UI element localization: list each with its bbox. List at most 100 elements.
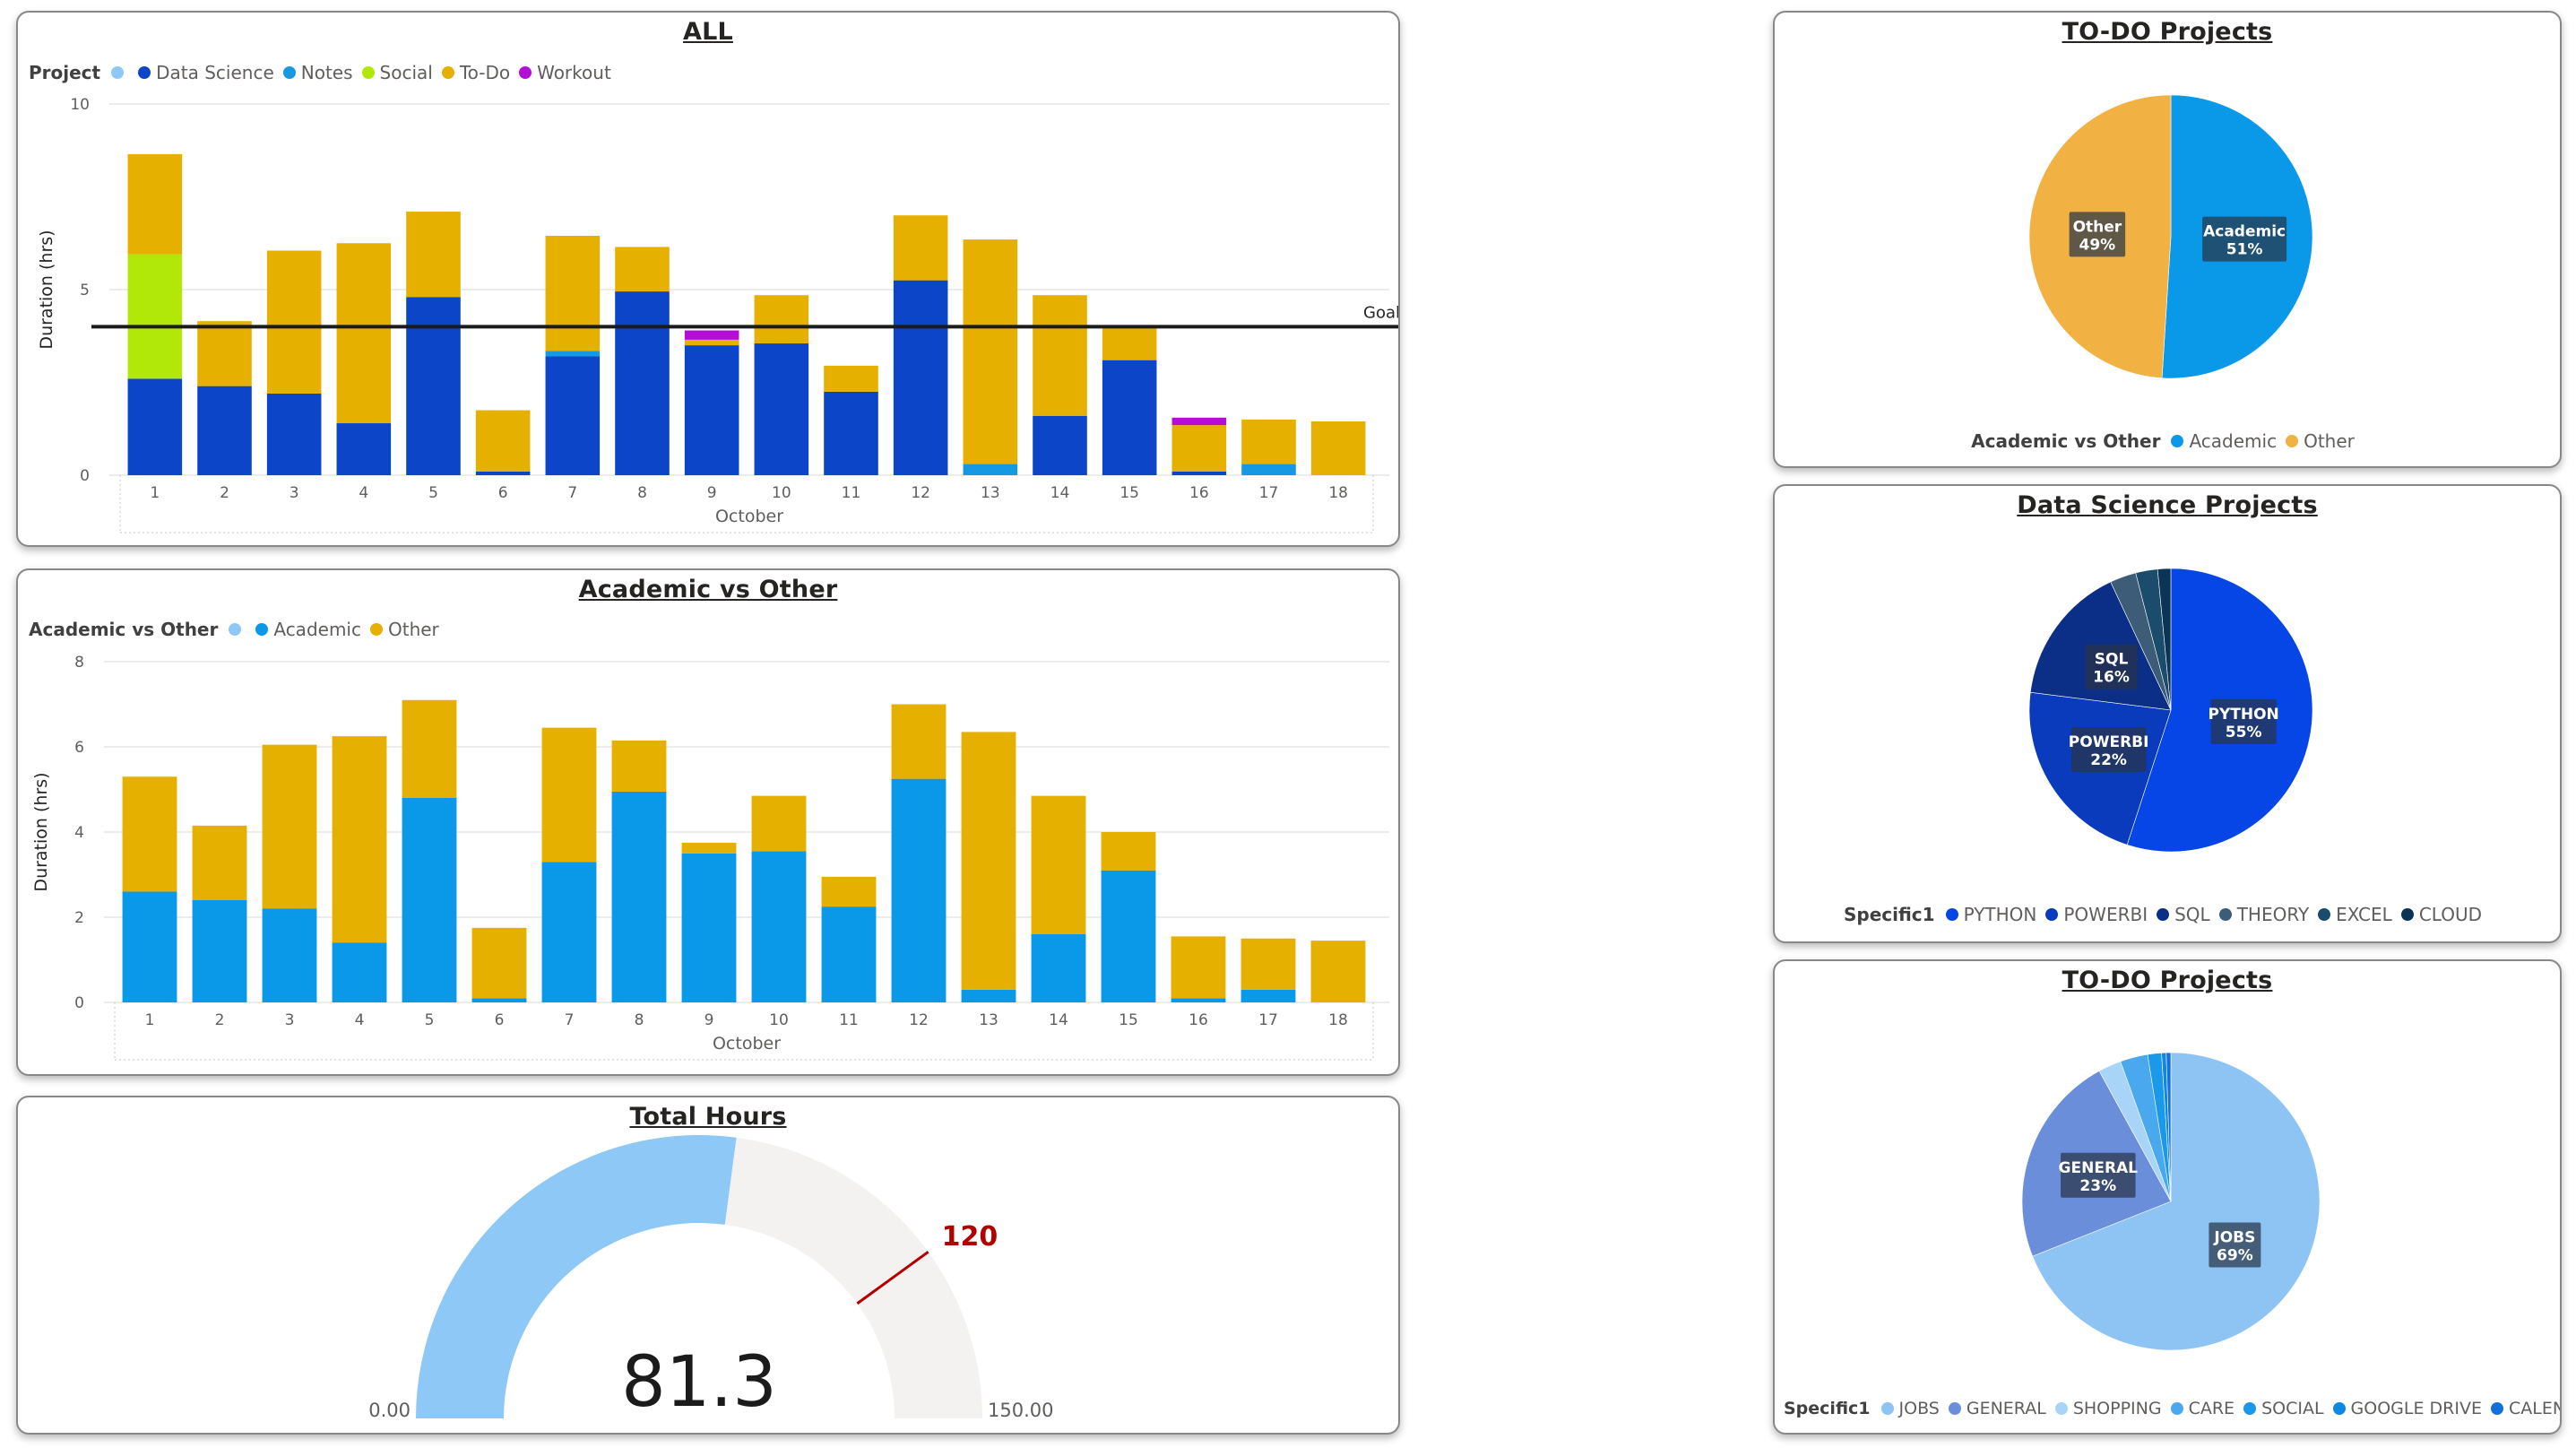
legend-item-social[interactable]: SOCIAL [2243,1399,2324,1418]
data-label-name: GENERAL [2059,1159,2139,1177]
pie-slice [2165,1052,2172,1202]
legend-item-cloud[interactable]: CLOUD [2400,904,2482,925]
bar-segment [1241,419,1296,464]
bar-segment [961,732,1016,990]
y-tick-label: 2 [74,909,84,927]
x-tick-label: 11 [839,1011,859,1029]
bar-segment [824,365,878,392]
legend-item-academic[interactable]: Academic [255,619,361,640]
legend-item-blank[interactable] [111,66,129,79]
all-chart-panel: ALL Project Data Science Notes Social To… [16,11,1400,547]
x-tick-label: 5 [425,1011,435,1029]
legend-item-powerbi[interactable]: POWERBI [2045,904,2148,925]
x-tick-label: 14 [1050,484,1070,502]
legend-item-todo[interactable]: To-Do [441,62,510,83]
bar-segment [1031,934,1086,1002]
legend-item-workout[interactable]: Workout [519,62,611,83]
legend-item-other[interactable]: Other [369,619,439,640]
legend-label: GENERAL [1966,1399,2046,1418]
bar-segment [262,908,317,1002]
bar-segment [541,727,597,863]
bar-segment [406,297,461,475]
data-label-percent: 22% [2090,751,2127,769]
legend-marker [255,623,269,636]
x-tick-label: 4 [355,1011,365,1029]
legend-item-academic[interactable]: Academic [2171,430,2277,452]
legend-item-sql[interactable]: SQL [2157,904,2210,925]
legend-item-care[interactable]: CARE [2170,1399,2235,1418]
bar-segment [127,254,183,379]
y-axis-title: Duration (hrs) [37,230,56,349]
legend-item-theory[interactable]: THEORY [2218,904,2309,925]
bar-segment [1171,936,1226,999]
legend-title: Academic vs Other [29,619,219,640]
legend-label: POWERBI [2063,904,2148,925]
legend-title: Project [29,62,101,83]
data-label-name: Academic [2203,223,2286,241]
data-label-name: POWERBI [2069,733,2149,751]
bar-segment [122,776,177,892]
legend-marker [1948,1402,1961,1415]
x-tick-label: 17 [1258,1011,1278,1029]
y-tick-label: 10 [70,96,90,114]
y-tick-label: 5 [80,282,90,299]
legend-marker [2400,908,2414,921]
legend-label: SOCIAL [2261,1399,2324,1418]
data-label-box [2085,644,2138,689]
chart-title: ALL [683,18,733,46]
total-hours-gauge: 120 81.3 0.00 150.00 [368,1135,1053,1423]
bar-segment [1310,941,1366,1002]
x-tick-label: 9 [707,484,717,502]
legend-item-notes[interactable]: Notes [282,62,353,83]
legend-marker [2243,1402,2257,1415]
legend-marker [1945,908,1958,921]
x-tick-label: 8 [635,1011,644,1029]
legend-item-other[interactable]: Other [2286,430,2355,452]
legend-marker [2286,435,2299,447]
x-tick-label: 15 [1119,1011,1138,1029]
bar-segment [471,927,527,999]
bar-segment [1240,938,1296,990]
legend-item-blank[interactable] [229,623,246,636]
bar-segment [893,215,948,281]
legend-item-python[interactable]: PYTHON [1945,904,2037,925]
legend-item-excel[interactable]: EXCEL [2318,904,2392,925]
legend-item-general[interactable]: GENERAL [1948,1399,2046,1418]
x-tick-label: 4 [359,484,368,502]
chart-title: Total Hours [629,1103,787,1131]
x-tick-label: 5 [428,484,438,502]
legend-item-google-drive[interactable]: GOOGLE DRIVE [2332,1399,2482,1418]
legend-item-social[interactable]: Social [361,62,433,83]
data-label-name: Other [2073,218,2122,236]
legend-item-shopping[interactable]: SHOPPING [2054,1399,2162,1418]
y-tick-label: 4 [74,824,84,842]
legend-label: Notes [300,62,353,83]
bar-segment [1102,326,1157,360]
bar-segment [1240,989,1296,1002]
bar-segment [402,699,457,798]
legend-marker [229,623,242,636]
bar-segment [266,250,322,394]
legend-marker [2318,908,2331,921]
bar-segment [545,351,601,357]
chart-title: Academic vs Other [578,576,838,603]
x-tick-label: 17 [1259,484,1279,502]
bar-segment [262,744,317,909]
bar-segment [336,423,392,475]
legend-label: JOBS [1898,1399,1940,1418]
legend-label: Other [387,619,439,640]
legend-marker [282,66,296,79]
bar-segment [1101,870,1156,1002]
bar-segment [402,798,457,1002]
x-tick-label: 15 [1119,484,1139,502]
legend-marker [1880,1402,1894,1415]
x-tick-label: 3 [290,484,299,502]
legend-label: PYTHON [1963,904,2037,925]
bar-segment [541,862,597,1002]
legend-item-data-science[interactable]: Data Science [138,62,274,83]
legend-item-jobs[interactable]: JOBS [1880,1399,1940,1418]
legend-item-calendar[interactable]: CALENDAR [2490,1399,2560,1418]
bar-segment [684,330,739,340]
y-tick-label: 8 [74,654,84,672]
